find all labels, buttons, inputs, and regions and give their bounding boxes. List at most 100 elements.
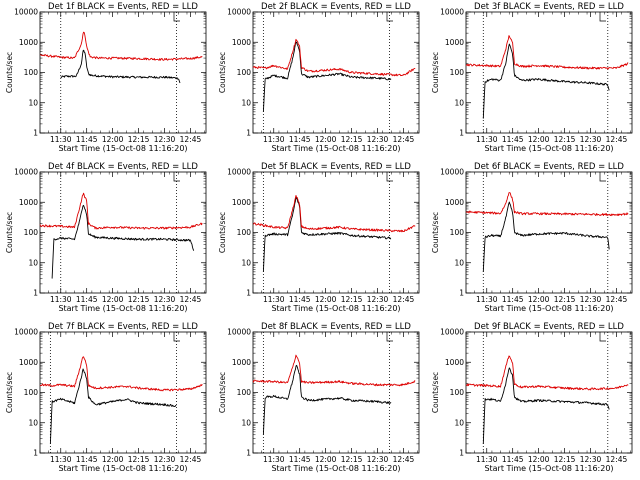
- detector-chart: Det 6f BLACK = Events, RED = LLD 1 10 100 10…: [431, 162, 633, 313]
- y-axis-label: Counts/sec: [218, 52, 227, 93]
- x-axis-label: Start Time (15-Oct-08 11:16:20): [484, 464, 613, 473]
- detector-chart: Det 1f BLACK = Events, RED = LLD 1 10 100 10…: [5, 2, 207, 153]
- y-tick-label: 1: [246, 129, 251, 138]
- x-tick-label: 11:30: [263, 135, 285, 144]
- corner-mark: [386, 332, 393, 342]
- y-tick-label: 1000: [232, 198, 251, 207]
- x-tick-label: 11:30: [476, 455, 498, 464]
- y-tick-label: 10000: [440, 168, 464, 177]
- chart-title: Det 8f BLACK = Events, RED = LLD: [261, 322, 411, 332]
- x-axis-label: Start Time (15-Oct-08 11:16:20): [271, 144, 400, 153]
- y-tick-label: 100: [237, 228, 252, 237]
- detector-panel: Det 1f BLACK = Events, RED = LLD 1 10 100 10…: [0, 0, 213, 160]
- y-axis-label: Counts/sec: [431, 372, 440, 413]
- events-series-line: [262, 364, 392, 435]
- detector-chart: Det 2f BLACK = Events, RED = LLD 1 10 100 10…: [218, 2, 420, 153]
- detector-chart: Det 3f BLACK = Events, RED = LLD 1 10 100 10…: [431, 2, 633, 153]
- x-tick-label: 12:30: [367, 295, 389, 304]
- x-tick-label: 12:15: [128, 295, 150, 304]
- lld-series-line: [39, 192, 203, 230]
- lld-series-line: [252, 38, 416, 77]
- plot-frame: [39, 331, 207, 454]
- y-tick-label: 10: [28, 98, 38, 107]
- chart-title: Det 5f BLACK = Events, RED = LLD: [261, 162, 411, 172]
- x-axis-label: Start Time (15-Oct-08 11:16:20): [58, 144, 187, 153]
- x-tick-label: 11:30: [263, 295, 285, 304]
- x-tick-label: 12:00: [528, 135, 550, 144]
- chart-title: Det 9f BLACK = Events, RED = LLD: [474, 322, 624, 332]
- x-tick-label: 12:45: [393, 295, 415, 304]
- events-series-line: [262, 41, 392, 112]
- detector-chart: Det 7f BLACK = Events, RED = LLD 1 10 100 10…: [5, 322, 207, 473]
- x-tick-label: 11:30: [263, 455, 285, 464]
- x-tick-label: 12:00: [315, 295, 337, 304]
- detector-chart: Det 5f BLACK = Events, RED = LLD 1 10 100 10…: [218, 162, 420, 313]
- chart-title: Det 4f BLACK = Events, RED = LLD: [48, 162, 198, 172]
- x-tick-label: 11:45: [502, 135, 524, 144]
- x-tick-label: 12:15: [128, 455, 150, 464]
- y-axis-label: Counts/sec: [5, 212, 14, 253]
- plot-frame: [252, 171, 420, 294]
- x-tick-label: 11:45: [289, 295, 311, 304]
- plot-frame: [252, 331, 420, 454]
- y-tick-label: 1: [246, 449, 251, 458]
- events-series-line: [51, 204, 195, 279]
- x-tick-label: 12:30: [580, 295, 602, 304]
- events-series-line: [262, 196, 392, 272]
- x-tick-label: 12:30: [367, 135, 389, 144]
- y-tick-label: 10000: [227, 168, 251, 177]
- y-tick-label: 100: [24, 68, 39, 77]
- plot-frame: [39, 171, 207, 294]
- events-series-line: [49, 368, 177, 444]
- y-tick-label: 100: [24, 388, 39, 397]
- x-tick-label: 11:30: [50, 455, 72, 464]
- x-tick-label: 11:45: [502, 455, 524, 464]
- corner-mark: [173, 172, 180, 182]
- x-tick-label: 12:45: [180, 295, 202, 304]
- x-tick-label: 12:15: [341, 295, 363, 304]
- x-tick-label: 12:45: [393, 135, 415, 144]
- x-tick-label: 12:45: [393, 455, 415, 464]
- x-tick-label: 12:30: [367, 455, 389, 464]
- x-tick-label: 12:45: [180, 135, 202, 144]
- x-tick-label: 12:30: [154, 295, 176, 304]
- plot-frame: [465, 331, 633, 454]
- x-tick-label: 12:30: [580, 455, 602, 464]
- y-tick-label: 10000: [227, 8, 251, 17]
- events-series-line: [60, 49, 181, 84]
- corner-mark: [173, 12, 180, 22]
- chart-title: Det 2f BLACK = Events, RED = LLD: [261, 2, 411, 12]
- plot-frame: [39, 11, 207, 134]
- detector-chart: Det 9f BLACK = Events, RED = LLD 1 10 100 10…: [431, 322, 633, 473]
- y-tick-label: 1: [459, 289, 464, 298]
- corner-mark: [599, 12, 606, 22]
- detector-panel: Det 8f BLACK = Events, RED = LLD 1 10 100 10…: [213, 320, 426, 480]
- detector-chart: Det 8f BLACK = Events, RED = LLD 1 10 100 10…: [218, 322, 420, 473]
- x-tick-label: 12:00: [528, 295, 550, 304]
- y-tick-label: 10: [241, 98, 251, 107]
- y-tick-label: 1: [459, 129, 464, 138]
- detector-chart: Det 4f BLACK = Events, RED = LLD 1 10 100 10…: [5, 162, 207, 313]
- chart-title: Det 7f BLACK = Events, RED = LLD: [48, 322, 198, 332]
- y-tick-label: 10: [241, 258, 251, 267]
- x-tick-label: 12:45: [606, 295, 628, 304]
- x-tick-label: 11:45: [76, 135, 98, 144]
- y-tick-label: 1: [246, 289, 251, 298]
- x-tick-label: 12:15: [554, 135, 576, 144]
- plot-frame: [252, 11, 420, 134]
- y-axis-label: Counts/sec: [218, 212, 227, 253]
- events-series-line: [482, 367, 610, 444]
- y-tick-label: 10000: [440, 328, 464, 337]
- y-tick-label: 10000: [14, 328, 38, 337]
- x-axis-label: Start Time (15-Oct-08 11:16:20): [484, 144, 613, 153]
- plot-frame: [465, 11, 633, 134]
- x-tick-label: 11:30: [476, 135, 498, 144]
- x-tick-label: 12:15: [341, 455, 363, 464]
- chart-title: Det 3f BLACK = Events, RED = LLD: [474, 2, 624, 12]
- y-tick-label: 100: [450, 228, 465, 237]
- y-axis-label: Counts/sec: [5, 52, 14, 93]
- x-tick-label: 12:15: [128, 135, 150, 144]
- x-tick-label: 11:30: [50, 135, 72, 144]
- events-series-line: [482, 201, 610, 272]
